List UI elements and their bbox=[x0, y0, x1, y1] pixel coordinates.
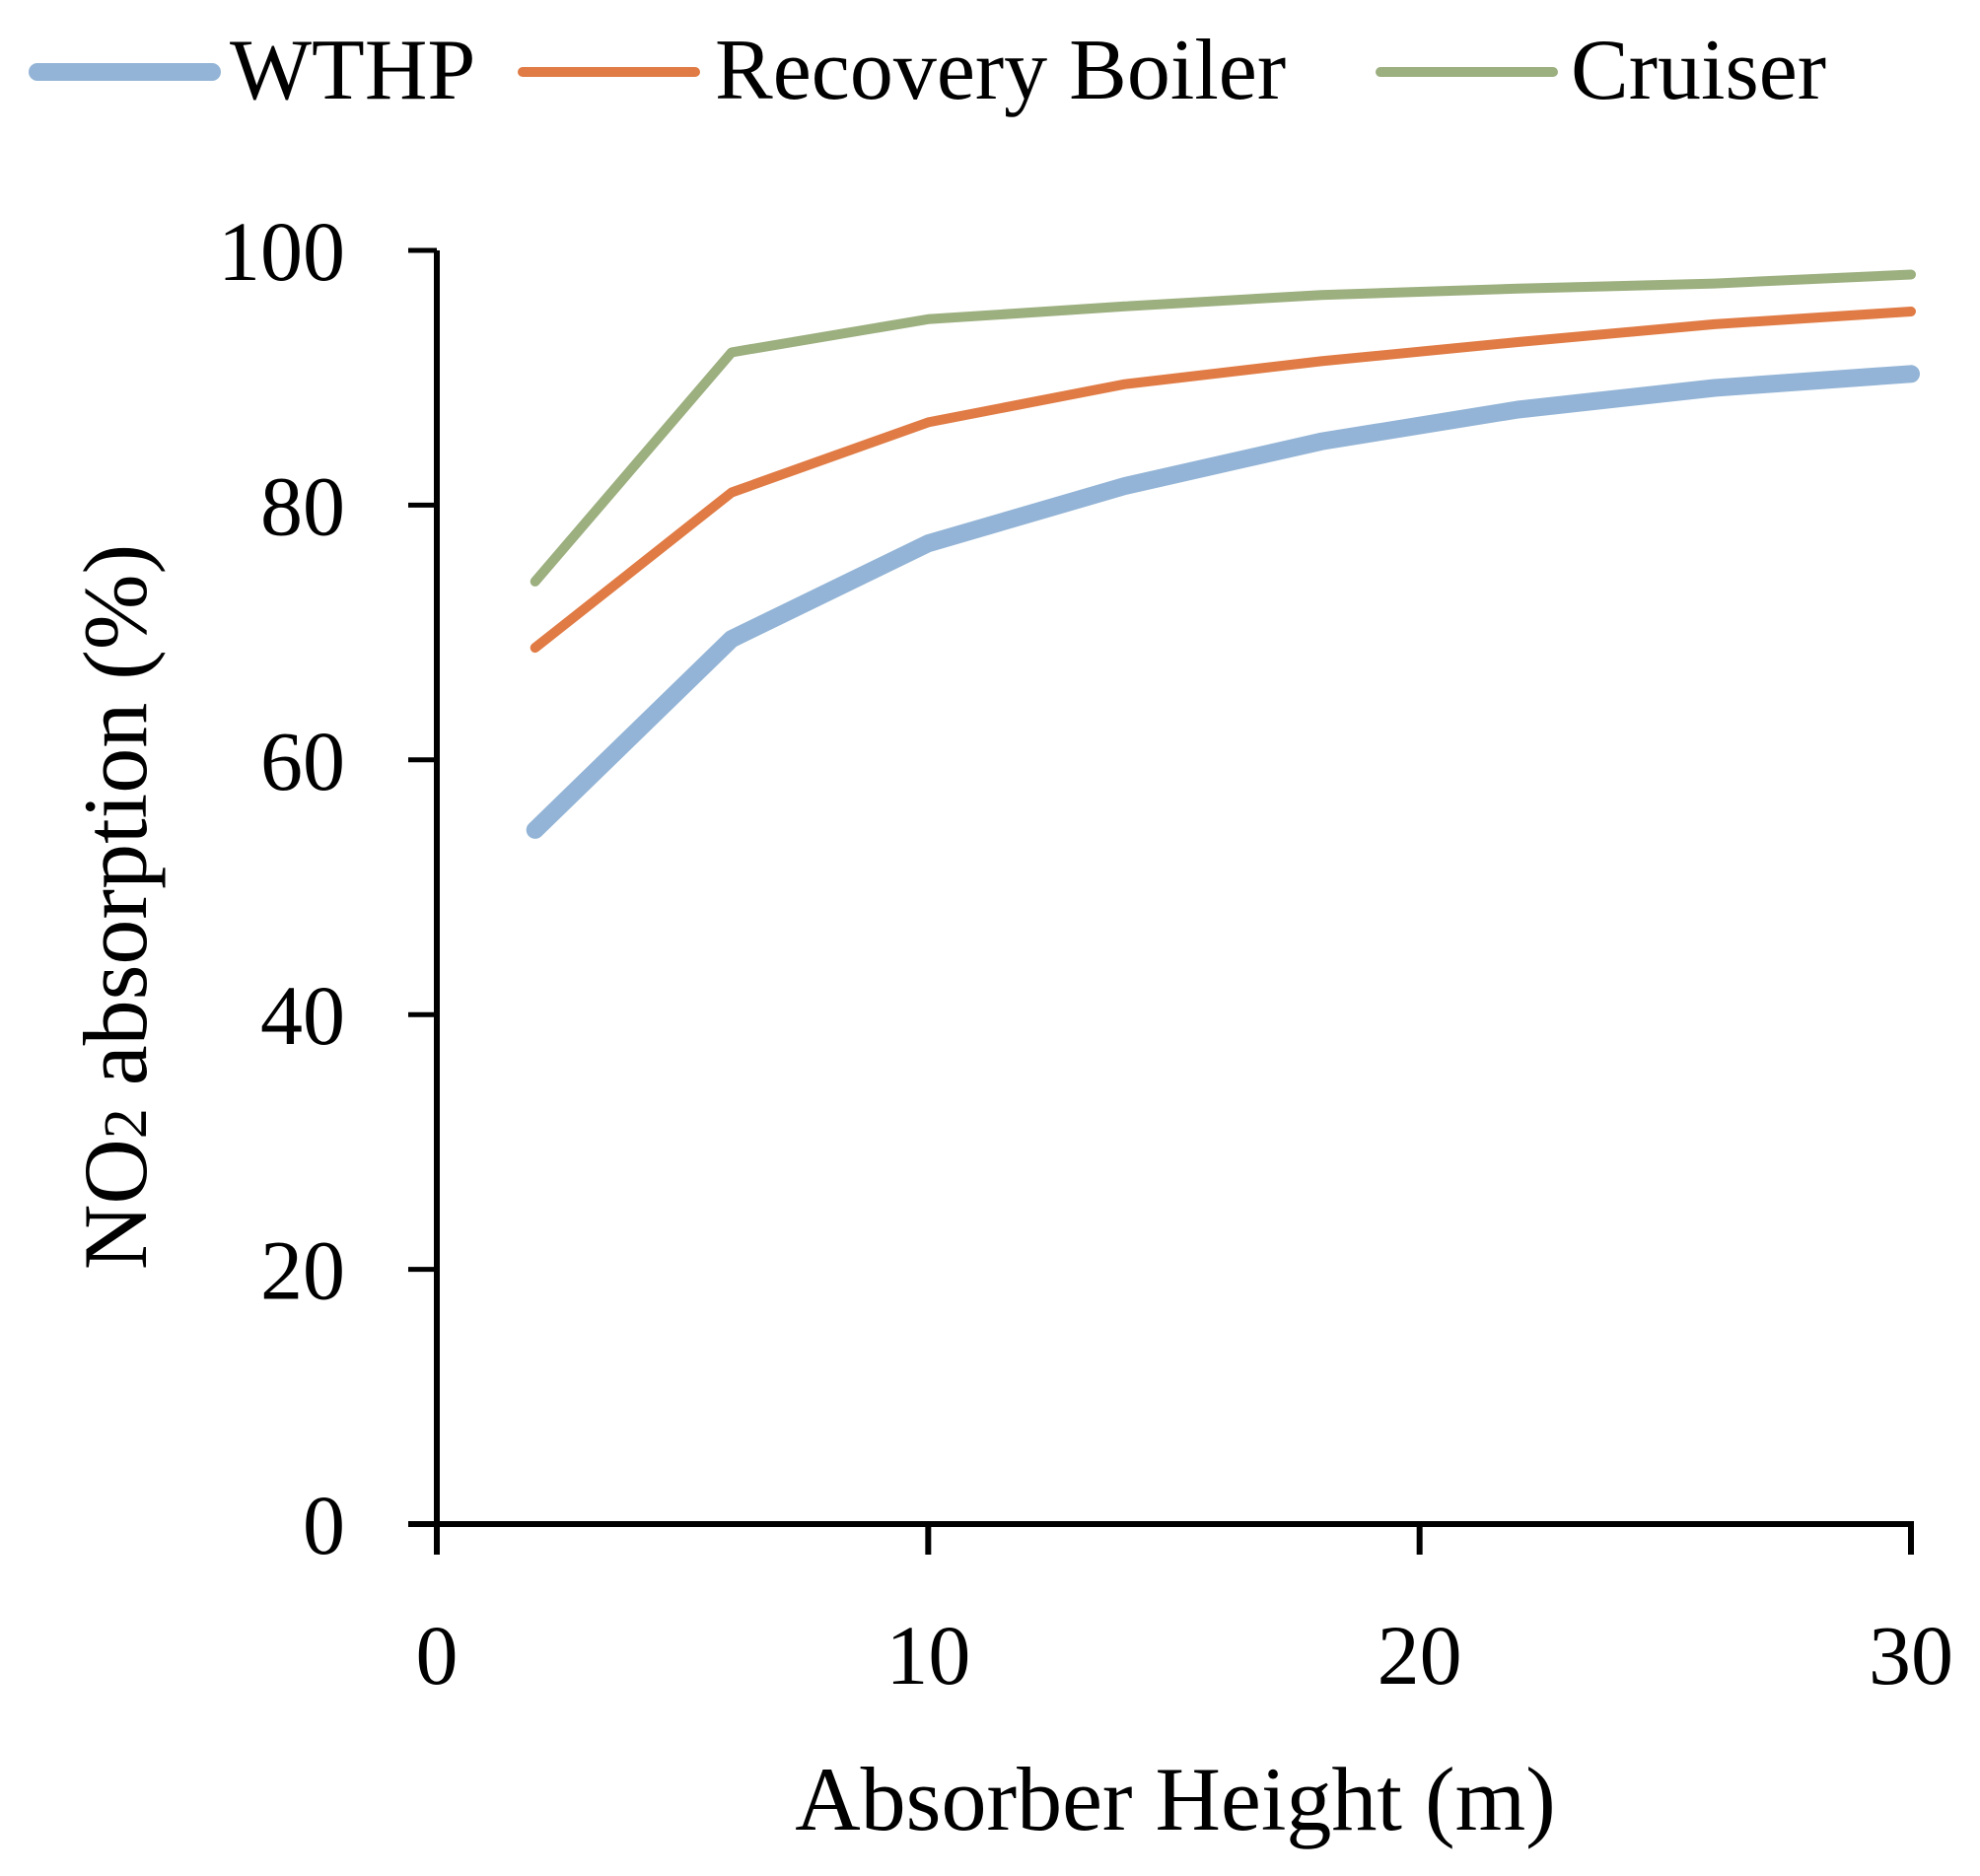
legend-label-recovery-boiler: Recovery Boiler bbox=[715, 23, 1286, 118]
y-tick-label: 100 bbox=[218, 204, 345, 299]
x-tick-label: 0 bbox=[416, 1608, 459, 1702]
series-group bbox=[526, 269, 1920, 839]
legend: WTHP Recovery Boiler Cruiser bbox=[29, 23, 1826, 118]
y-tick-label: 60 bbox=[260, 714, 345, 808]
y-axis-title-rest: absorption (%) bbox=[65, 544, 166, 1108]
y-tick-label: 0 bbox=[303, 1478, 345, 1572]
x-tick-label: 10 bbox=[885, 1608, 970, 1702]
y-ticks: 0 20 40 60 80 100 bbox=[218, 204, 437, 1572]
series-line-cruiser bbox=[530, 269, 1916, 587]
x-tick-label: 20 bbox=[1378, 1608, 1462, 1702]
y-tick-label: 20 bbox=[260, 1223, 345, 1318]
x-ticks: 0 10 20 30 bbox=[416, 1524, 1953, 1702]
x-axis-title: Absorber Height (m) bbox=[795, 1749, 1556, 1849]
series-line-recovery-boiler bbox=[530, 307, 1916, 654]
axes bbox=[408, 250, 1914, 1527]
x-tick-label: 30 bbox=[1869, 1608, 1953, 1702]
y-axis-title-subscript: 2 bbox=[93, 1108, 160, 1139]
y-axis-title: NO2 absorption (%) bbox=[65, 544, 166, 1270]
y-tick-label: 40 bbox=[260, 968, 345, 1063]
legend-label-wthp: WTHP bbox=[230, 23, 475, 118]
legend-label-cruiser: Cruiser bbox=[1571, 23, 1826, 118]
y-tick-label: 80 bbox=[260, 458, 345, 553]
series-line-wthp bbox=[526, 365, 1920, 839]
y-axis-title-main: NO bbox=[65, 1139, 166, 1270]
